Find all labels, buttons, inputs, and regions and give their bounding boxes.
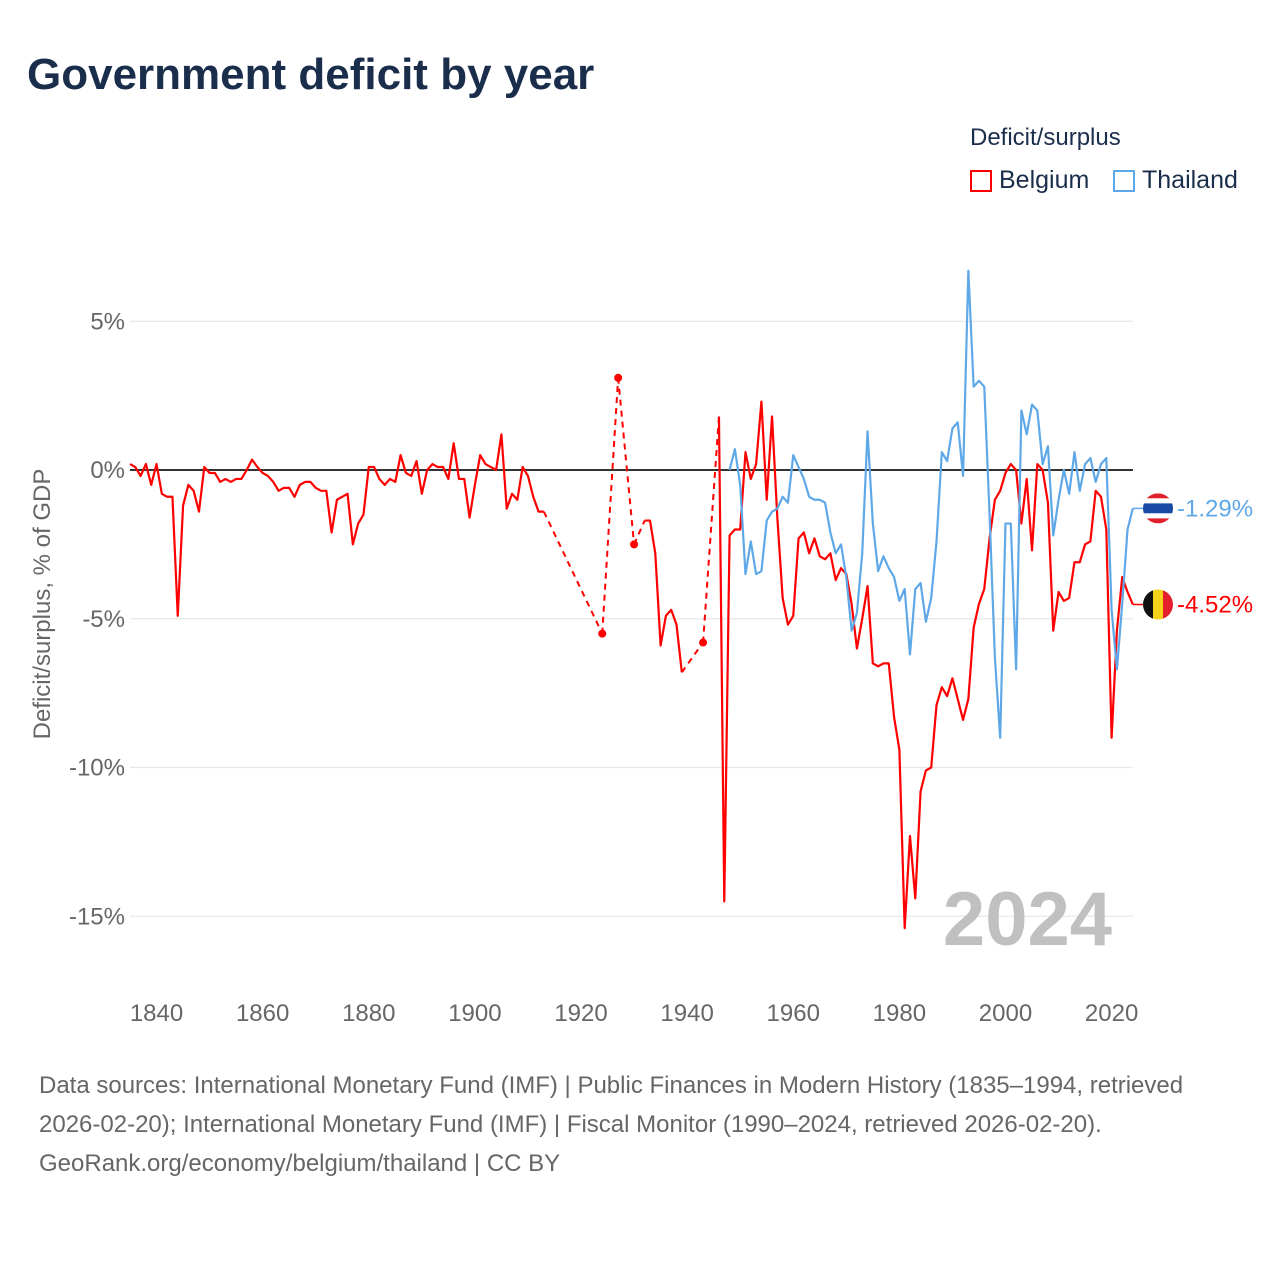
credit-link[interactable]: GeoRank.org/economy/belgium/thailand | C…	[39, 1150, 561, 1177]
legend-item-thailand[interactable]: Thailand	[1113, 166, 1238, 195]
flag-stripe	[1143, 589, 1153, 620]
belgium-gap-line	[681, 641, 704, 673]
belgium-point	[598, 629, 607, 638]
flag-stripe	[1143, 513, 1173, 519]
x-tick-label: 1860	[236, 1000, 289, 1027]
y-tick-label: -15%	[69, 903, 125, 930]
y-tick-label: -10%	[69, 755, 125, 782]
x-tick-label: 1920	[554, 1000, 607, 1027]
chart-plot: Deficit/surplus, % of GDP 5% 0% -5% -10% -15…	[29, 269, 1253, 1027]
y-axis-label: Deficit/surplus, % of GDP	[29, 469, 56, 740]
flag-stripes	[1143, 589, 1173, 620]
y-tick-label: -5%	[82, 606, 125, 633]
belgium-line	[129, 433, 544, 617]
x-tick-label: 2020	[1085, 1000, 1138, 1027]
legend-swatch-thailand	[1113, 169, 1135, 192]
thailand-end-label: -1.29%	[1177, 495, 1253, 522]
x-tick-label: 1840	[130, 1000, 183, 1027]
belgium-point	[699, 638, 708, 647]
flag-stripe	[1153, 589, 1163, 620]
flag-stripe	[1143, 503, 1173, 514]
chart-title: Government deficit by year	[27, 50, 595, 99]
y-tick-label: 0%	[90, 457, 125, 484]
belgium-gap-line	[633, 520, 646, 545]
flag-stripe	[1143, 518, 1173, 524]
x-tick-label: 1940	[660, 1000, 713, 1027]
flag-stripe	[1163, 589, 1173, 620]
x-tick-label: 1980	[873, 1000, 926, 1027]
belgium-gap-line	[702, 416, 720, 643]
legend-title: Deficit/surplus	[970, 124, 1121, 151]
footer: Data sources: International Monetary Fun…	[39, 1066, 1239, 1183]
legend-label-thailand: Thailand	[1142, 166, 1238, 194]
belgium-point	[614, 373, 623, 382]
belgium-line	[644, 519, 683, 673]
belgium-gap-line	[601, 377, 620, 634]
y-tick-label: 5%	[90, 308, 125, 335]
flag-stripes	[1143, 493, 1173, 524]
flag-stripe	[1143, 498, 1173, 504]
thailand-flag-icon	[1143, 493, 1173, 524]
legend-label-belgium: Belgium	[999, 166, 1090, 194]
flag-stripe	[1143, 493, 1173, 499]
x-tick-label: 1900	[448, 1000, 501, 1027]
belgium-line	[717, 400, 1134, 930]
belgium-point	[630, 540, 639, 549]
legend-item-belgium[interactable]: Belgium	[970, 166, 1089, 195]
year-watermark: 2024	[943, 877, 1112, 962]
legend-swatch-belgium	[970, 169, 992, 192]
thailand-line	[728, 269, 1134, 739]
belgium-gap-line	[617, 377, 636, 545]
belgium-flag-icon	[1143, 589, 1173, 620]
data-sources: Data sources: International Monetary Fun…	[39, 1072, 1184, 1138]
belgium-end-label: -4.52%	[1177, 591, 1253, 618]
x-tick-label: 1960	[767, 1000, 820, 1027]
x-tick-label: 1880	[342, 1000, 395, 1027]
x-tick-label: 2000	[979, 1000, 1032, 1027]
belgium-gap-line	[542, 511, 604, 635]
